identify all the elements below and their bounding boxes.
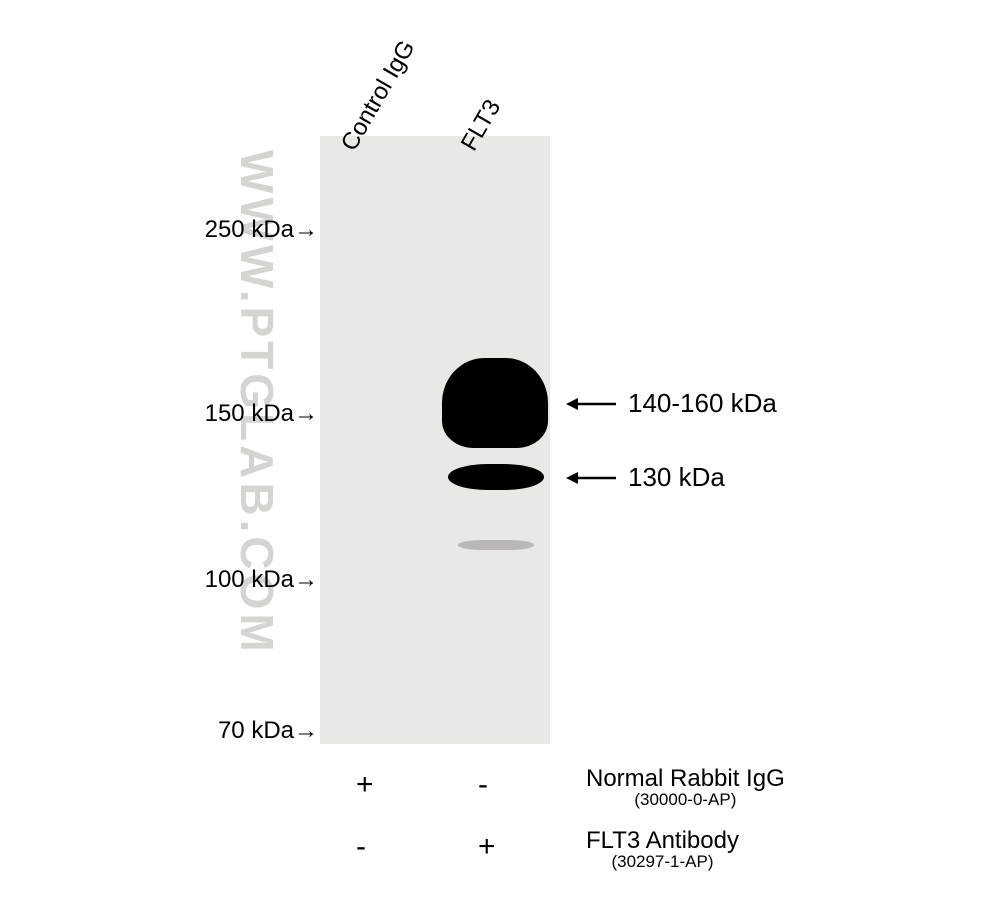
antibody-name: Normal Rabbit IgG xyxy=(586,765,785,792)
mw-marker-250: 250 kDa→ xyxy=(205,216,318,244)
arrow-right-icon: → xyxy=(294,717,318,744)
band-annotation-130: 130 kDa xyxy=(566,462,725,493)
antibody-label-flt3: FLT3 Antibody (30297-1-AP) xyxy=(586,828,739,871)
band-faint xyxy=(458,540,534,550)
mw-marker-label: 70 kDa xyxy=(218,717,294,744)
antibody-name: FLT3 Antibody xyxy=(586,827,739,854)
band-main xyxy=(442,358,548,448)
band-annotation-140-160: 140-160 kDa xyxy=(566,388,777,419)
mw-marker-70: 70 kDa→ xyxy=(218,717,318,745)
antibody-label-normal-igg: Normal Rabbit IgG (30000-0-AP) xyxy=(586,766,785,809)
band-secondary xyxy=(448,464,544,490)
arrow-right-icon: → xyxy=(294,400,318,427)
band-annotation-label: 130 kDa xyxy=(628,462,725,493)
band-annotation-label: 140-160 kDa xyxy=(628,388,777,419)
western-blot-figure: WWW.PTGLAB.COM Control IgG FLT3 250 kDa→… xyxy=(0,0,1000,903)
mw-marker-100: 100 kDa→ xyxy=(205,566,318,594)
mw-marker-150: 150 kDa→ xyxy=(205,400,318,428)
arrow-left-icon xyxy=(566,394,616,414)
pm-row1-lane2: - xyxy=(478,768,488,802)
arrow-right-icon: → xyxy=(294,566,318,593)
pm-row2-lane1: - xyxy=(356,830,366,864)
arrow-left-icon xyxy=(566,468,616,488)
antibody-catalog: (30297-1-AP) xyxy=(586,853,739,871)
pm-row2-lane2: + xyxy=(478,830,496,864)
mw-marker-label: 100 kDa xyxy=(205,566,294,593)
mw-marker-label: 250 kDa xyxy=(205,216,294,243)
pm-row1-lane1: + xyxy=(356,768,374,802)
antibody-catalog: (30000-0-AP) xyxy=(586,791,785,809)
arrow-right-icon: → xyxy=(294,216,318,243)
mw-marker-label: 150 kDa xyxy=(205,400,294,427)
